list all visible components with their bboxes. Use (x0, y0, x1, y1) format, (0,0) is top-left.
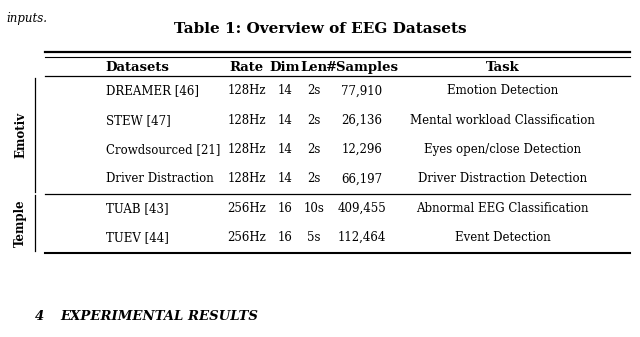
Text: 26,136: 26,136 (341, 114, 382, 127)
Text: inputs.: inputs. (6, 12, 47, 25)
Text: Rate: Rate (229, 61, 264, 74)
Text: 14: 14 (277, 173, 292, 185)
Text: Abnormal EEG Classification: Abnormal EEG Classification (416, 202, 589, 215)
Text: 14: 14 (277, 114, 292, 127)
Text: 5s: 5s (307, 231, 321, 244)
Text: Temple: Temple (14, 199, 27, 247)
Text: Driver Distraction Detection: Driver Distraction Detection (418, 173, 587, 185)
Text: 128Hz: 128Hz (227, 85, 266, 97)
Text: STEW [47]: STEW [47] (106, 114, 170, 127)
Text: 16: 16 (277, 202, 292, 215)
Text: Crowdsourced [21]: Crowdsourced [21] (106, 143, 220, 156)
Text: Dim: Dim (269, 61, 300, 74)
Text: 128Hz: 128Hz (227, 173, 266, 185)
Text: 2s: 2s (307, 114, 320, 127)
Text: Driver Distraction: Driver Distraction (106, 173, 213, 185)
Text: TUAB [43]: TUAB [43] (106, 202, 168, 215)
Text: 66,197: 66,197 (341, 173, 382, 185)
Text: #Samples: #Samples (325, 61, 398, 74)
Text: 77,910: 77,910 (341, 85, 382, 97)
Text: Datasets: Datasets (106, 61, 170, 74)
Text: 128Hz: 128Hz (227, 143, 266, 156)
Text: EXPERIMENTAL RESULTS: EXPERIMENTAL RESULTS (61, 310, 259, 323)
Text: 256Hz: 256Hz (227, 202, 266, 215)
Text: 14: 14 (277, 85, 292, 97)
Text: Eyes open/close Detection: Eyes open/close Detection (424, 143, 581, 156)
Text: 128Hz: 128Hz (227, 114, 266, 127)
Text: 10s: 10s (303, 202, 324, 215)
Text: Task: Task (486, 61, 519, 74)
Text: 2s: 2s (307, 85, 320, 97)
Text: 2s: 2s (307, 173, 320, 185)
Text: 16: 16 (277, 231, 292, 244)
Text: TUEV [44]: TUEV [44] (106, 231, 168, 244)
Text: 14: 14 (277, 143, 292, 156)
Text: Emotion Detection: Emotion Detection (447, 85, 558, 97)
Text: 256Hz: 256Hz (227, 231, 266, 244)
Text: 4: 4 (35, 310, 44, 323)
Text: 2s: 2s (307, 143, 320, 156)
Text: Emotiv: Emotiv (14, 112, 27, 158)
Text: Len: Len (300, 61, 327, 74)
Text: Mental workload Classification: Mental workload Classification (410, 114, 595, 127)
Text: 12,296: 12,296 (341, 143, 382, 156)
Text: Event Detection: Event Detection (454, 231, 550, 244)
Text: Table 1: Overview of EEG Datasets: Table 1: Overview of EEG Datasets (173, 22, 467, 36)
Text: DREAMER [46]: DREAMER [46] (106, 85, 198, 97)
Text: 409,455: 409,455 (337, 202, 386, 215)
Text: 112,464: 112,464 (337, 231, 386, 244)
